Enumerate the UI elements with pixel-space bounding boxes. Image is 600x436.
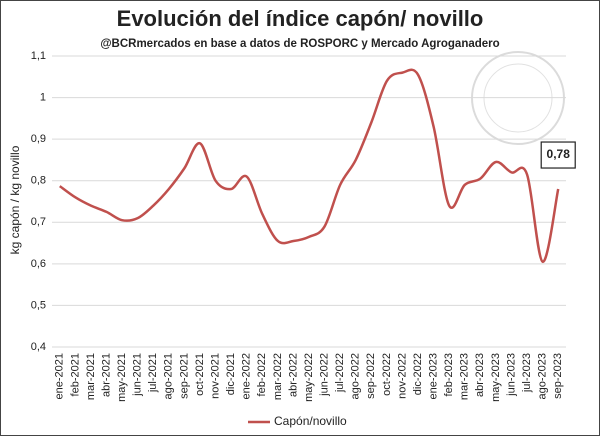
x-tick-label: sep-2022 [365, 353, 377, 399]
chart-subtitle: @BCRmercados en base a datos de ROSPORC … [100, 38, 499, 50]
x-tick-label: mar-2022 [272, 353, 284, 400]
x-tick-label: abr-2022 [287, 353, 299, 397]
y-tick-label: 0,5 [31, 299, 46, 311]
x-tick-label: oct-2022 [381, 353, 393, 396]
y-tick-label: 0,7 [31, 216, 46, 228]
x-tick-label: feb-2022 [256, 353, 268, 396]
x-tick-label: ago-2022 [350, 353, 362, 400]
x-tick-label: oct-2021 [194, 353, 206, 396]
x-tick-label: jun-2021 [132, 353, 144, 397]
x-tick-label: mar-2021 [85, 353, 97, 400]
y-tick-label: 0,6 [31, 258, 46, 270]
y-tick-label: 0,8 [31, 175, 46, 187]
x-tick-label: jun-2022 [318, 353, 330, 397]
x-tick-label: jul-2022 [334, 353, 346, 393]
x-tick-label: abr-2023 [474, 353, 486, 397]
x-tick-label: feb-2021 [69, 353, 81, 396]
x-tick-label: may-2023 [490, 353, 502, 402]
x-tick-label: nov-2021 [209, 353, 221, 399]
y-axis-label: kg capón / kg novillo [8, 145, 22, 254]
y-tick-label: 1 [40, 91, 46, 103]
x-tick-label: feb-2023 [443, 353, 455, 396]
x-tick-label: jul-2021 [147, 353, 159, 393]
x-tick-label: may-2022 [303, 353, 315, 402]
legend-label: Capón/novillo [274, 414, 347, 428]
x-tick-label: may-2021 [116, 353, 128, 402]
x-tick-label: nov-2022 [396, 353, 408, 399]
y-tick-label: 0,9 [31, 133, 46, 145]
x-tick-label: ago-2021 [163, 353, 175, 400]
x-tick-label: ago-2023 [537, 353, 549, 400]
line-series [59, 68, 560, 264]
x-tick-label: sep-2023 [552, 353, 564, 399]
x-tick-label: ene-2021 [54, 353, 66, 400]
x-tick-label: jul-2023 [521, 353, 533, 393]
data-label-box [540, 141, 576, 169]
y-tick-label: 1,1 [31, 50, 46, 62]
x-tick-label: abr-2021 [100, 353, 112, 397]
x-tick-label: ene-2022 [241, 353, 253, 400]
data-label: 0,78 [547, 147, 571, 161]
x-tick-label: mar-2023 [459, 353, 471, 400]
x-tick-label: dic-2022 [412, 353, 424, 395]
y-tick-label: 0,4 [31, 341, 46, 353]
chart-title: Evolución del índice capón/ novillo [117, 6, 484, 31]
x-tick-label: sep-2021 [178, 353, 190, 399]
x-tick-label: jun-2023 [505, 353, 517, 397]
x-tick-label: ene-2023 [428, 353, 440, 400]
x-tick-label: dic-2021 [225, 353, 237, 395]
